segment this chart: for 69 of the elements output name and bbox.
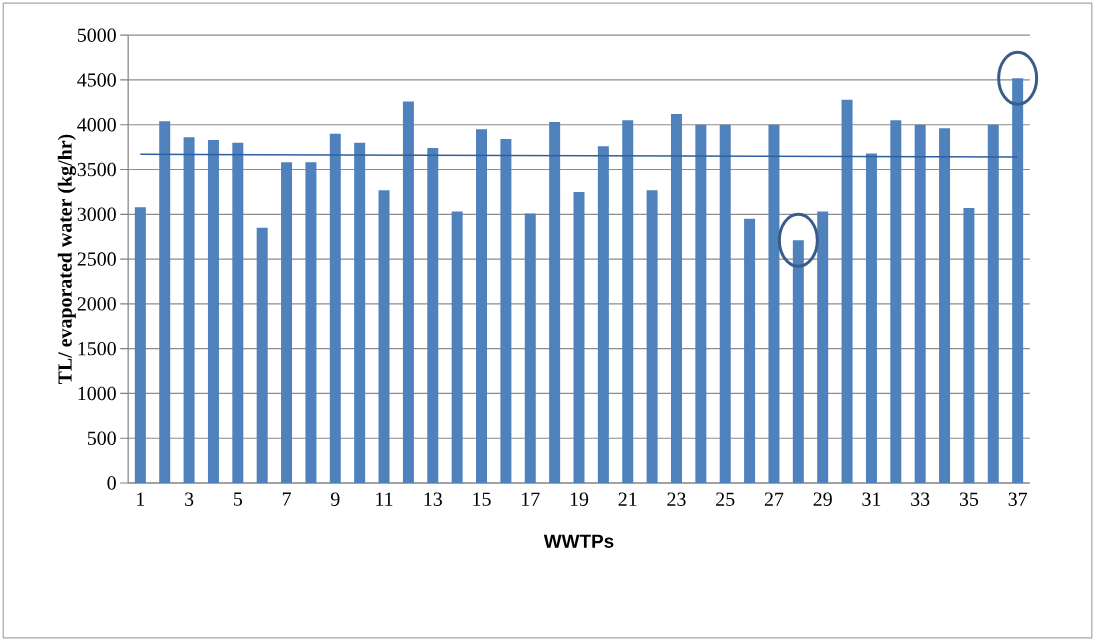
x-axis-title: WWTPs: [543, 534, 614, 548]
bar: [524, 213, 536, 483]
y-axis-title: TL/ evaporated water (kg/hr): [57, 134, 76, 384]
x-tick-label: 23: [667, 492, 686, 506]
y-tick-label: 4000: [77, 117, 116, 132]
x-tick-label: 5: [234, 492, 243, 506]
x-tick-label: 13: [424, 492, 442, 506]
bar: [281, 162, 293, 483]
y-tick-label: 2500: [77, 252, 116, 266]
x-tick-label: 9: [330, 492, 340, 506]
x-tick-label: 15: [473, 492, 491, 506]
bar: [890, 120, 902, 483]
bar: [865, 153, 877, 483]
x-tick-label: 17: [522, 492, 540, 506]
x-tick-label: 25: [716, 492, 735, 506]
y-tick-label: 1000: [78, 386, 116, 401]
y-tick-label: 3500: [77, 162, 116, 177]
bar: [597, 146, 609, 483]
bar: [987, 124, 999, 483]
bar: [159, 121, 171, 483]
bar: [963, 207, 975, 483]
x-tick-label: 7: [282, 492, 291, 506]
bar: [305, 162, 317, 483]
bar: [744, 218, 756, 483]
bar: [622, 120, 634, 483]
bar: [354, 142, 366, 483]
y-tick-label: 500: [87, 431, 116, 445]
x-tick-label: 33: [911, 492, 930, 506]
x-tick-label: 1: [137, 492, 145, 506]
bar: [207, 139, 219, 483]
bar: [841, 99, 853, 483]
y-tick-label: 5000: [77, 28, 116, 42]
bar: [232, 142, 244, 483]
bar: [549, 121, 561, 483]
y-tick-label: 0: [107, 476, 116, 490]
x-tick-label: 37: [1008, 492, 1028, 506]
bar: [670, 113, 682, 483]
bar: [768, 124, 780, 483]
x-tick-label: 35: [959, 492, 979, 506]
bar: [939, 128, 951, 483]
bar: [719, 124, 731, 483]
bar: [817, 211, 829, 483]
x-tick-label: 27: [764, 492, 784, 506]
bar: [256, 227, 268, 483]
bar: [914, 124, 926, 483]
bar: [476, 129, 488, 483]
bar: [500, 139, 512, 483]
bar: [402, 101, 414, 483]
bar: [451, 211, 463, 483]
x-tick-label: 3: [185, 492, 194, 506]
bar: [378, 190, 390, 483]
bar: [329, 133, 341, 483]
bar: [427, 147, 439, 483]
bar: [646, 190, 658, 483]
y-tick-label: 3000: [77, 207, 116, 221]
bar: [573, 191, 585, 483]
bar: [134, 207, 146, 483]
y-tick-label: 2000: [77, 297, 116, 311]
y-tick-label: 4500: [77, 73, 116, 87]
x-tick-label: 21: [618, 492, 637, 506]
y-tick-label: 1500: [78, 341, 116, 356]
bar: [695, 124, 707, 483]
x-tick-label: 29: [813, 492, 832, 506]
bar: [792, 240, 804, 483]
bar: [1012, 78, 1024, 483]
x-tick-label: 11: [376, 492, 393, 506]
bar: [183, 137, 195, 483]
x-tick-label: 19: [570, 492, 589, 506]
x-tick-label: 31: [862, 492, 881, 506]
